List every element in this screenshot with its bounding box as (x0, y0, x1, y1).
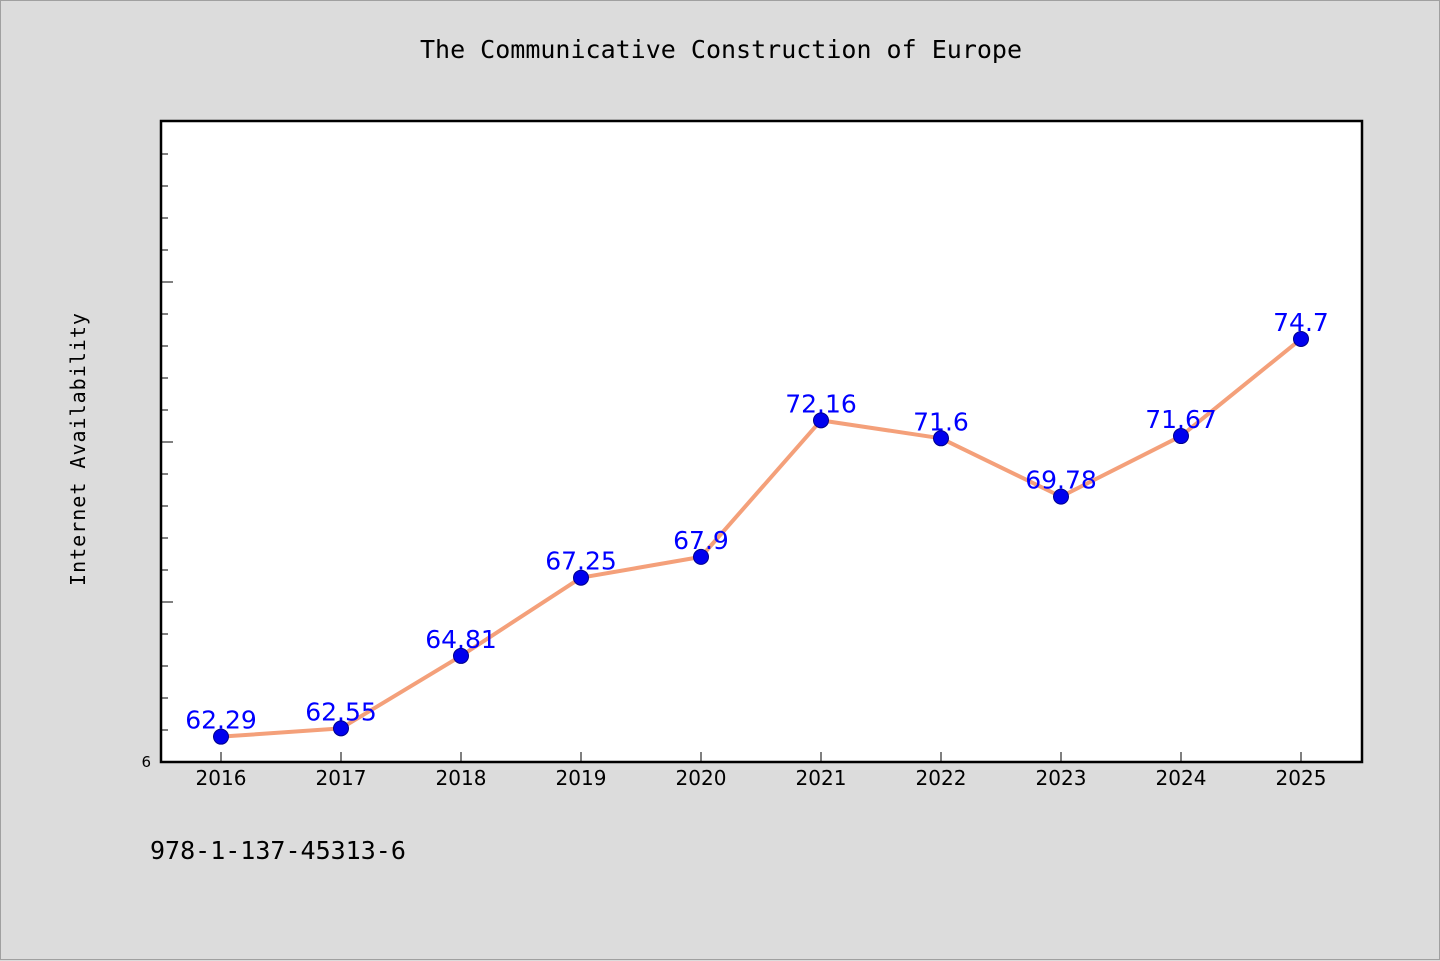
x-tick-label: 2017 (316, 766, 367, 790)
data-label: 71.67 (1145, 405, 1217, 434)
y-axis-tick-labels: 6 (141, 753, 151, 771)
x-tick-label: 2020 (676, 766, 727, 790)
x-tick-label: 2021 (796, 766, 847, 790)
plot-area (159, 119, 1364, 764)
data-label: 69.78 (1025, 466, 1097, 495)
series-layer (219, 336, 1303, 739)
data-point (693, 548, 709, 565)
data-label: 71.6 (913, 407, 969, 436)
y-tick-label: 6 (141, 753, 151, 771)
x-tick-label: 2018 (436, 766, 487, 790)
data-point (453, 647, 469, 664)
data-label: 67.25 (545, 547, 617, 576)
data-point (1173, 428, 1189, 445)
data-label: 62.29 (185, 706, 257, 735)
data-point (1293, 330, 1309, 347)
x-tick-label: 2025 (1276, 766, 1327, 790)
x-tick-label: 2023 (1036, 766, 1087, 790)
data-points (213, 330, 1309, 745)
chart-title: The Communicative Construction of Europe (419, 35, 1023, 64)
x-axis-tick-labels: 2016 2017 2018 2019 2020 2021 2022 2023 2024 2025 (196, 766, 1327, 790)
x-axis-ticks (220, 752, 1302, 762)
data-point (813, 412, 829, 429)
x-tick-label: 2016 (196, 766, 247, 790)
data-point (933, 430, 949, 447)
data-point (1053, 488, 1069, 505)
x-tick-label: 2019 (556, 766, 607, 790)
y-axis-ticks (161, 153, 173, 731)
data-label: 62.55 (305, 697, 377, 726)
isbn-text: 978-1-137-45313-6 (150, 836, 406, 865)
data-labels: 62.29 62.55 64.81 67.25 67.9 72.16 71.6 69.78 71… (185, 308, 1329, 735)
data-point (213, 728, 229, 745)
data-point (573, 569, 589, 586)
data-label: 72.16 (785, 389, 857, 418)
x-tick-label: 2022 (916, 766, 967, 790)
data-point (333, 720, 349, 737)
data-label: 74.7 (1273, 308, 1329, 337)
data-label: 67.9 (673, 526, 729, 555)
data-label: 64.81 (425, 625, 497, 654)
x-tick-label: 2024 (1156, 766, 1207, 790)
series-line (219, 336, 1303, 739)
